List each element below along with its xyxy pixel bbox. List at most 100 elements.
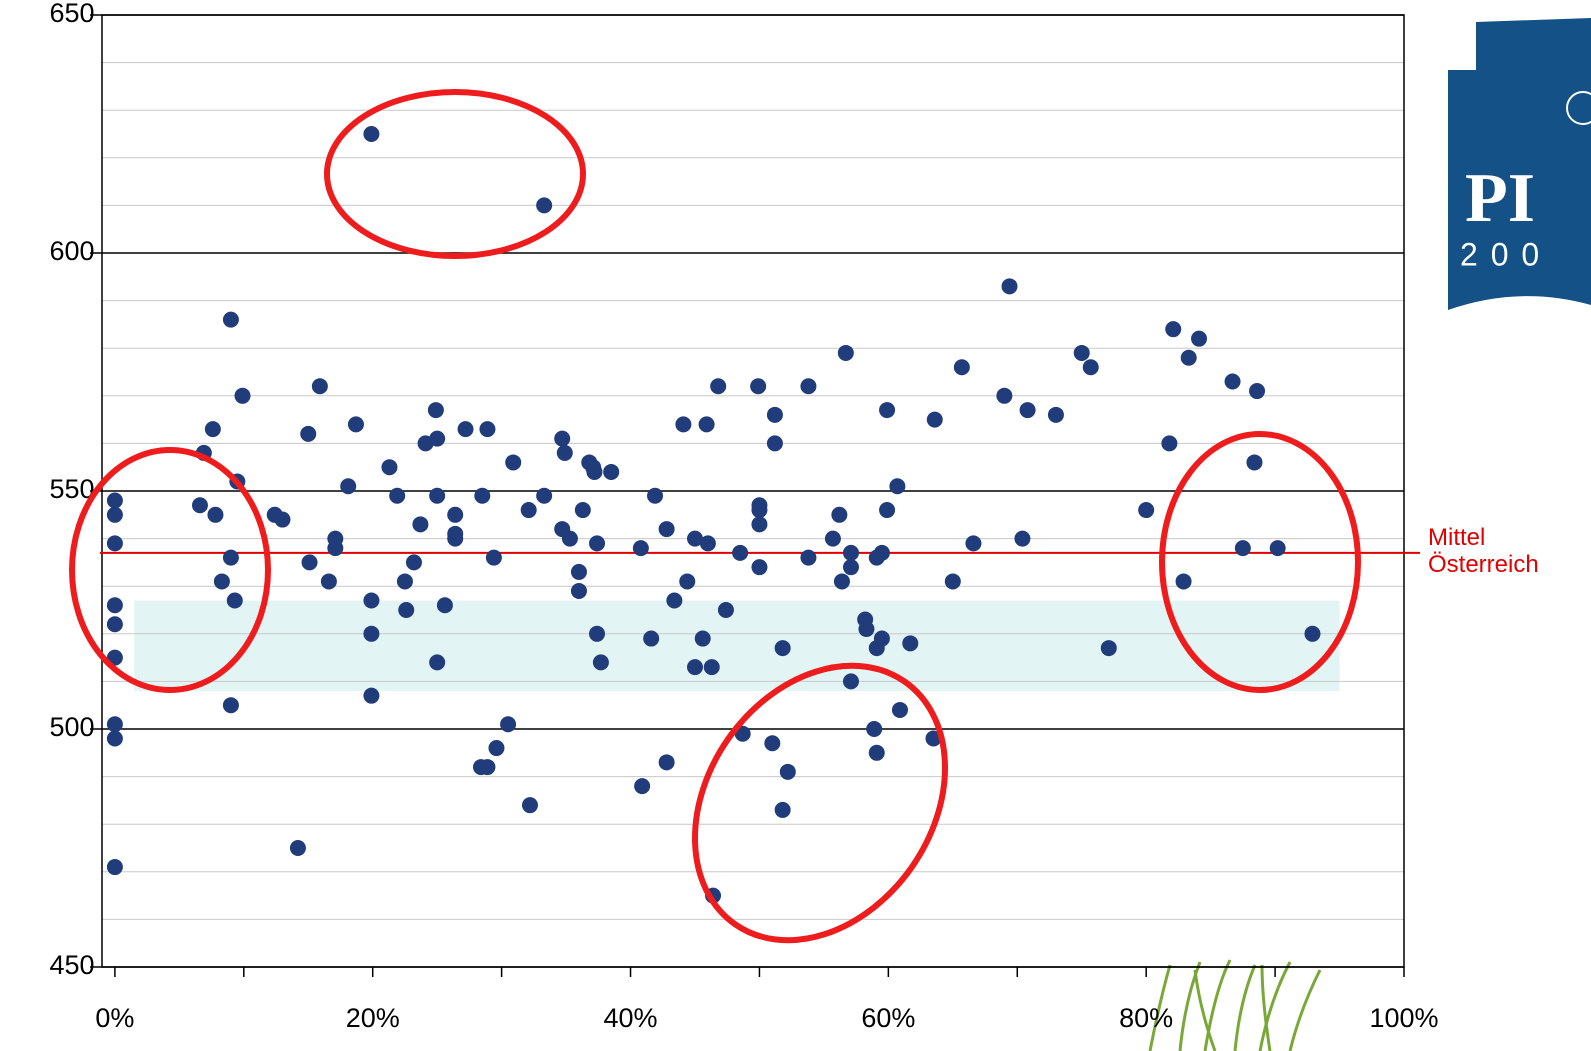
point [831, 506, 848, 523]
point [632, 540, 649, 557]
point [1249, 383, 1266, 400]
y-tick-label: 550 [49, 474, 94, 504]
point [222, 549, 239, 566]
point [589, 535, 606, 552]
point [561, 530, 578, 547]
point [1014, 530, 1031, 547]
point [320, 573, 337, 590]
highlight-ellipse [1159, 431, 1361, 693]
y-tick-label: 600 [49, 236, 94, 266]
x-tick-label: 100% [1369, 1003, 1438, 1033]
point [703, 659, 720, 676]
point [327, 540, 344, 557]
point [1246, 454, 1263, 471]
x-tick-label: 60% [861, 1003, 915, 1033]
highlight-ellipse [324, 89, 586, 259]
point [1234, 540, 1251, 557]
point [873, 630, 890, 647]
point [879, 502, 896, 519]
point [1191, 330, 1208, 347]
point [1001, 278, 1018, 295]
point [675, 416, 692, 433]
point [842, 673, 859, 690]
point [592, 654, 609, 671]
point [842, 559, 859, 576]
plot-frame [101, 14, 1405, 968]
point [751, 502, 768, 519]
point [750, 378, 767, 395]
point [106, 716, 123, 733]
x-tick-label: 20% [346, 1003, 400, 1033]
point [717, 602, 734, 618]
point [570, 563, 587, 580]
point [889, 478, 906, 495]
point [766, 406, 783, 423]
point [429, 654, 446, 671]
mean-label: Mittel [1428, 524, 1485, 551]
point [965, 535, 982, 552]
point [679, 573, 696, 590]
point [800, 378, 817, 395]
point [340, 478, 357, 495]
point [106, 616, 123, 633]
point [858, 621, 875, 638]
point [485, 549, 502, 566]
point [1304, 625, 1321, 642]
x-tick-label: 80% [1119, 1003, 1173, 1033]
point [222, 311, 239, 328]
point [774, 801, 791, 818]
point [226, 592, 243, 609]
point [686, 530, 703, 547]
x-tick-label: 40% [604, 1003, 658, 1033]
point [222, 697, 239, 714]
point [902, 635, 919, 652]
point [764, 735, 781, 752]
x-tick-label: 0% [95, 1003, 134, 1033]
point [436, 597, 453, 614]
point [866, 721, 883, 737]
point [488, 740, 505, 757]
logo-emblem [1566, 91, 1591, 125]
grass [1148, 959, 1322, 1051]
highlight-ellipse [692, 662, 948, 944]
point [1224, 373, 1241, 390]
point [234, 387, 251, 404]
point [1269, 540, 1286, 557]
point [570, 582, 587, 599]
highlights [69, 89, 1361, 944]
point [891, 701, 908, 718]
point [363, 592, 380, 609]
point [944, 573, 961, 590]
point [389, 487, 406, 504]
mean-label: Österreich [1428, 551, 1539, 578]
point [412, 516, 429, 533]
point [698, 416, 715, 433]
point [556, 444, 573, 461]
point [842, 544, 859, 561]
point [191, 497, 208, 514]
point [106, 506, 123, 523]
plot-area: 450 500 550 600 650 0% 20% 40% 60% 80% 100% MittelÖ… [49, 0, 1538, 1033]
point [643, 630, 660, 647]
point [301, 554, 318, 571]
point [1073, 344, 1090, 361]
point [658, 754, 675, 771]
point [396, 573, 413, 590]
point [1165, 321, 1182, 338]
point [447, 506, 464, 523]
point [536, 197, 553, 214]
point [479, 759, 496, 776]
point [521, 797, 538, 814]
point [1100, 640, 1117, 657]
point [686, 659, 703, 676]
point [1180, 349, 1197, 366]
point [779, 763, 796, 780]
point [429, 430, 446, 447]
point [106, 597, 123, 614]
point [634, 778, 651, 795]
point [207, 506, 224, 523]
point [213, 573, 230, 590]
y-tick-label: 650 [49, 0, 94, 28]
point [879, 402, 896, 419]
point [926, 411, 943, 428]
